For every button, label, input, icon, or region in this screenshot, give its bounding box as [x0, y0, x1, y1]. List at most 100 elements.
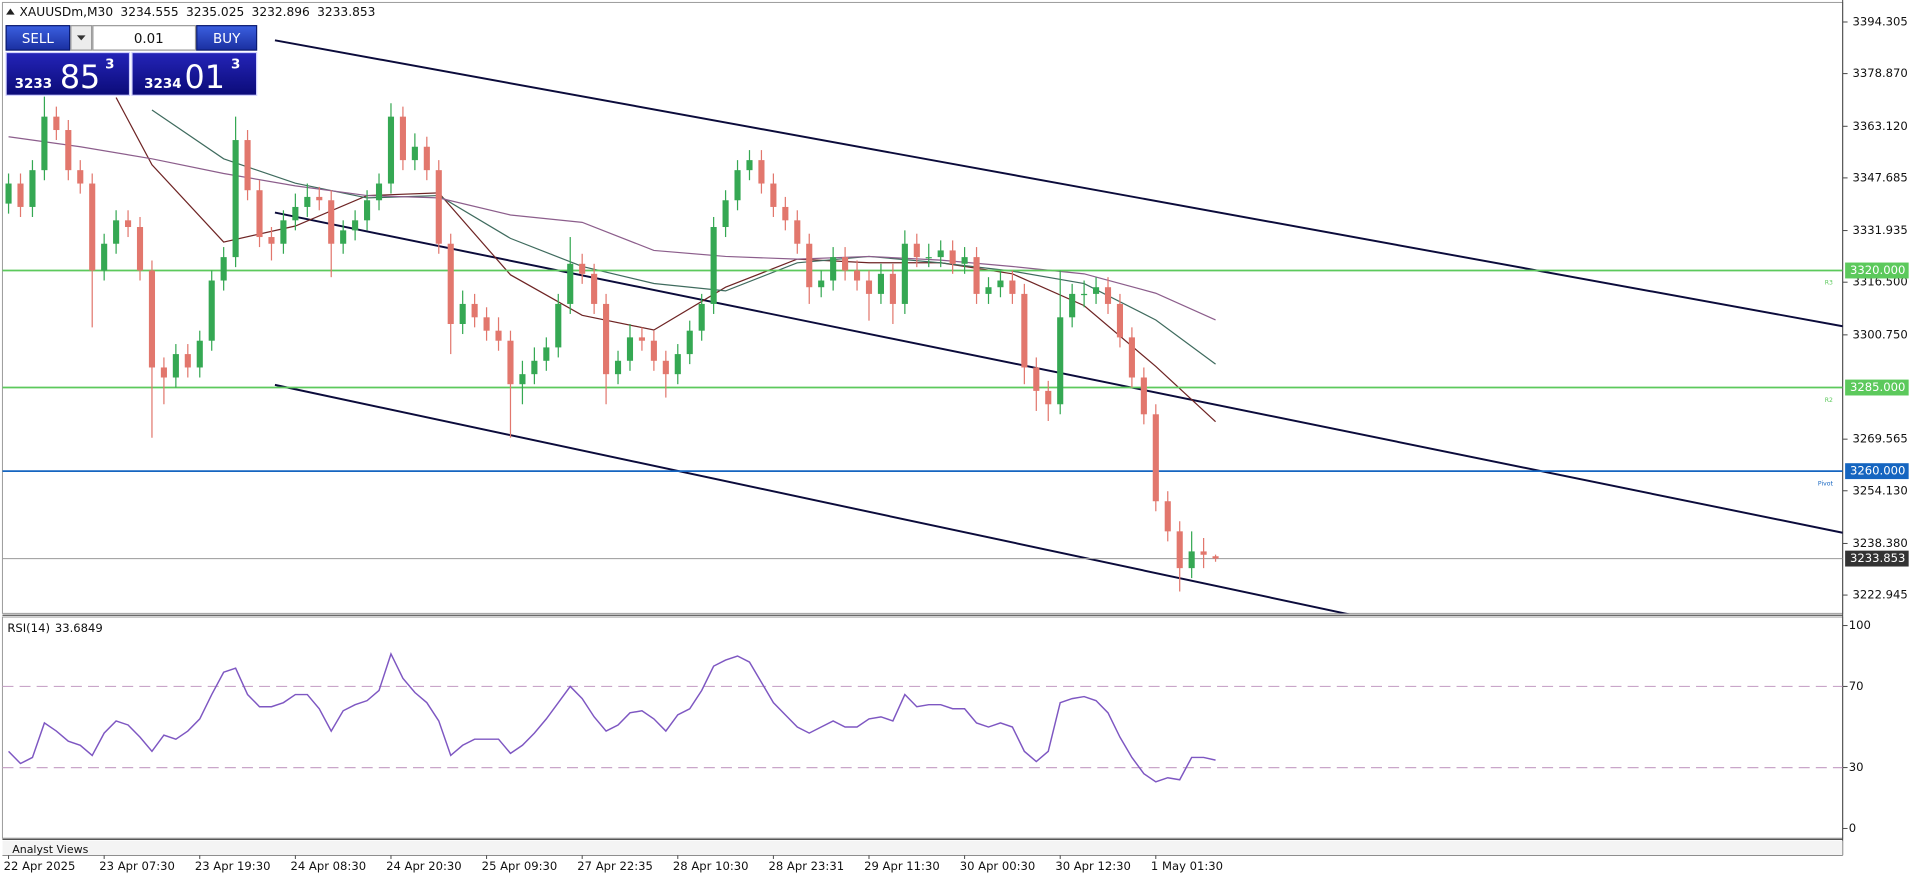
axes: 3394.305 3378.870 3363.120 3347.685 3331.935…	[4, 14, 1909, 873]
candle-body	[292, 206, 299, 221]
candle-body	[304, 196, 311, 207]
level-name: Pivot	[1818, 480, 1834, 487]
candle-body	[352, 220, 359, 231]
candle-body	[985, 287, 992, 294]
candle-body	[196, 340, 203, 368]
candle-body	[842, 257, 849, 271]
candle-body	[5, 183, 12, 204]
candle-body	[148, 270, 156, 368]
candle-body	[160, 367, 167, 378]
time-label: 22 Apr 2025	[4, 859, 76, 873]
buy-label[interactable]: BUY	[213, 32, 241, 47]
lot-value[interactable]: 0.01	[134, 32, 164, 47]
level-price-box	[1845, 262, 1909, 279]
candle-body	[507, 340, 514, 385]
sell-button[interactable]	[5, 25, 71, 51]
candle-body	[758, 160, 765, 184]
candle-body	[519, 374, 526, 385]
candle-body	[1128, 337, 1135, 378]
candle-body	[1164, 501, 1171, 532]
price-tick-label: 3254.130	[1852, 483, 1907, 497]
ohlc-close: 3233.853	[317, 5, 375, 19]
channel-line-upper	[274, 39, 1843, 328]
sell-quote[interactable]	[5, 51, 131, 96]
candle-body	[579, 263, 586, 274]
candle-body	[459, 303, 466, 324]
sell-label[interactable]: SELL	[22, 32, 55, 47]
price-tick-label: 3238.380	[1852, 536, 1907, 550]
candle-body	[913, 243, 920, 258]
candle-body	[746, 160, 753, 171]
candle-body	[698, 303, 705, 331]
candle-body	[591, 273, 598, 304]
rsi-tick-label: 70	[1849, 679, 1864, 693]
level-name: R2	[1825, 397, 1833, 404]
price-tick-label: 3331.935	[1852, 223, 1907, 237]
price-tick-label: 3378.870	[1852, 66, 1907, 80]
candle-body	[877, 273, 884, 294]
rsi-plot	[2, 652, 1843, 783]
ohlc-high: 3235.025	[186, 5, 244, 19]
candle-body	[53, 116, 60, 131]
candle-body	[1188, 551, 1195, 569]
candle-body	[113, 220, 120, 244]
time-label: 29 Apr 11:30	[864, 859, 940, 873]
candle-body	[830, 257, 837, 281]
footer-tab-bg	[2, 840, 1843, 856]
candle-body	[435, 170, 442, 244]
candle-body	[889, 273, 896, 304]
footer-tab-label[interactable]: Analyst Views	[12, 843, 88, 856]
candle-body	[387, 116, 395, 184]
collapse-icon[interactable]	[6, 8, 15, 15]
candle-body	[328, 200, 335, 244]
candle-body	[208, 280, 215, 341]
candle-body	[1092, 287, 1100, 294]
channel-line-lower	[274, 383, 1350, 614]
price-tick-label: 3394.305	[1852, 14, 1907, 28]
buy-button[interactable]	[196, 25, 258, 51]
price-tick-label: 3363.120	[1852, 119, 1907, 133]
candle-body	[1104, 287, 1112, 304]
candle-body	[1152, 414, 1159, 502]
buy-price-big: 3234	[144, 77, 181, 92]
candle-body	[1212, 556, 1219, 559]
candle-body	[483, 317, 490, 331]
buy-quote[interactable]	[131, 51, 258, 96]
candle-body	[77, 170, 84, 184]
candle-body	[1200, 551, 1207, 555]
candle-body	[411, 146, 418, 161]
candle-body	[244, 140, 251, 191]
candle-body	[818, 280, 825, 288]
time-label: 25 Apr 09:30	[482, 859, 558, 873]
candle-body	[471, 303, 478, 318]
candle-body	[1081, 293, 1088, 296]
candle-body	[399, 116, 406, 161]
candle-body	[1116, 303, 1124, 338]
candle-body	[686, 330, 693, 355]
time-label: 28 Apr 23:31	[769, 859, 845, 873]
time-label: 30 Apr 00:30	[960, 859, 1036, 873]
candle-body	[1057, 317, 1064, 405]
candle-body	[375, 183, 383, 201]
candle-body	[172, 354, 179, 378]
candle-body	[674, 354, 681, 375]
candle-body	[662, 360, 669, 375]
candle-body	[447, 243, 454, 324]
candle-body	[937, 250, 944, 258]
rsi-name: RSI(14)	[7, 621, 50, 635]
candle-body	[865, 280, 873, 294]
last-price-box	[1845, 550, 1909, 567]
rsi-title: RSI(14) 33.6849	[7, 621, 102, 635]
candle-body	[638, 337, 645, 341]
rsi-tick-label: 0	[1849, 821, 1856, 835]
lot-input[interactable]	[92, 25, 197, 51]
candle-body	[973, 257, 980, 294]
candle-body	[1021, 293, 1028, 368]
candle-body	[256, 190, 263, 238]
buy-price-pips: 01	[185, 60, 225, 96]
candle-body	[925, 257, 932, 259]
